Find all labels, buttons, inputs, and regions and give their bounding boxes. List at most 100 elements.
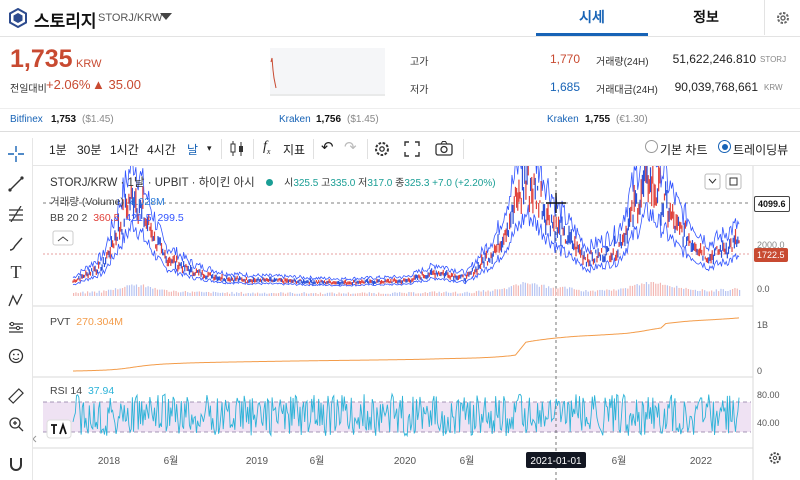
interval-4h[interactable]: 4시간	[147, 143, 176, 157]
volume-bar	[480, 291, 482, 296]
volume-bar	[242, 293, 245, 296]
volume-bar	[114, 288, 117, 296]
volume-bar	[326, 292, 329, 296]
gear-icon	[777, 11, 789, 24]
volume-bar	[564, 286, 566, 296]
undo-icon[interactable]: ↶	[321, 139, 334, 156]
volume-bar	[450, 292, 452, 296]
volume-bar	[541, 284, 543, 296]
zoom-in-icon[interactable]	[6, 414, 26, 434]
interval-1m[interactable]: 1분	[49, 143, 67, 157]
volume-bar	[338, 292, 340, 296]
volume-bar	[159, 289, 161, 296]
interval-1h[interactable]: 1시간	[110, 143, 139, 157]
prediction-icon[interactable]	[6, 318, 26, 338]
fullscreen-icon[interactable]	[404, 141, 420, 157]
low-label: 저가	[410, 85, 429, 96]
chart-mode-tradingview[interactable]: 트레이딩뷰	[733, 143, 789, 157]
camera-icon[interactable]	[435, 140, 453, 156]
amount-label: 거래대금(24H)	[596, 85, 658, 96]
volume-bar	[89, 292, 91, 296]
volume-bar	[506, 289, 508, 296]
text-tool-icon[interactable]: T	[10, 261, 22, 282]
volume-bar	[690, 289, 692, 296]
brush-icon[interactable]	[6, 234, 26, 254]
volume-bar	[440, 293, 443, 296]
chevron-down-icon[interactable]	[160, 13, 172, 20]
pattern-icon[interactable]	[6, 290, 26, 310]
volume-bar	[266, 293, 268, 296]
volume-bar	[249, 293, 252, 296]
volume-bar	[492, 290, 494, 296]
volume-bar	[673, 287, 675, 296]
amount-value: 90,039,768,661	[674, 80, 758, 94]
volume-bar	[431, 291, 433, 296]
gear-icon[interactable]	[768, 451, 782, 465]
volume-bar	[406, 293, 408, 296]
fx-icon[interactable]: fx	[263, 139, 271, 156]
volume-bar	[387, 293, 389, 296]
gear-icon[interactable]	[373, 140, 391, 158]
exchange-name[interactable]: Bitfinex	[10, 114, 43, 125]
volume-bar	[152, 288, 154, 296]
tab-market[interactable]: 시세	[536, 0, 648, 36]
indicators-button[interactable]: 지표	[283, 143, 306, 157]
volume-bar	[466, 291, 468, 296]
exchange-name[interactable]: Kraken	[279, 114, 311, 125]
collapse-legend-button[interactable]	[52, 230, 74, 246]
volume-bar	[263, 292, 266, 296]
volume-bar	[503, 288, 506, 296]
volume-bar	[641, 283, 643, 296]
magnet-icon[interactable]	[6, 454, 26, 474]
tab-info[interactable]: 정보	[693, 9, 719, 25]
volume-bar	[652, 282, 655, 296]
volume-bar	[438, 291, 440, 296]
volume-bar	[82, 291, 84, 296]
radio-tradingview[interactable]	[718, 140, 731, 153]
volume-bar	[687, 289, 689, 296]
time-axis-label: 6월	[164, 455, 179, 467]
exchange-name[interactable]: Kraken	[547, 114, 579, 125]
price-chart[interactable]: 2018 6월 2019 6월 2020 6월 2021-01-01 6월 2022	[33, 166, 800, 480]
volume-bar	[107, 289, 110, 296]
volume-bar	[475, 291, 478, 296]
volume-bar	[487, 290, 489, 296]
ruler-icon[interactable]	[6, 386, 26, 406]
crosshair-icon[interactable]	[6, 144, 26, 164]
volume-bar	[121, 288, 124, 296]
volume-bar	[548, 286, 550, 296]
radio-basic-chart[interactable]	[645, 140, 658, 153]
volume-bar	[594, 291, 596, 296]
interval-30m[interactable]: 30분	[77, 143, 102, 157]
exchange-usd-price: ($1.45)	[347, 114, 379, 125]
volume-bar	[364, 292, 366, 296]
volume-bar	[100, 292, 103, 296]
volume-bar	[180, 292, 182, 296]
volume-bar	[343, 293, 345, 296]
settings-button[interactable]	[764, 0, 800, 35]
candle-style-icon[interactable]	[229, 140, 245, 158]
volume-bar	[557, 288, 559, 296]
scroll-down-button[interactable]	[704, 173, 721, 190]
volume-bar	[627, 288, 629, 296]
volume-bar	[699, 290, 701, 296]
amount-unit: KRW	[764, 83, 783, 92]
emoji-icon[interactable]	[6, 346, 26, 366]
volume-bar	[718, 291, 720, 296]
interval-day[interactable]: 날	[187, 143, 199, 157]
volume-bar	[93, 291, 96, 296]
bb-legend: BB 20 2 360.5 421.5 299.5	[50, 212, 184, 224]
volume-bar	[403, 292, 405, 296]
chart-mode-basic[interactable]: 기본 차트	[660, 143, 708, 157]
trend-line-icon[interactable]	[6, 174, 26, 194]
volume-bar	[634, 284, 636, 296]
redo-icon[interactable]: ↷	[344, 139, 357, 156]
chevron-down-icon[interactable]: ▾	[207, 143, 212, 153]
volume-bar	[103, 290, 105, 296]
symbol-legend: STORJ/KRW · 1날 · UPBIT · 하이킨 아시 시325.5 고…	[50, 177, 496, 189]
fib-tool-icon[interactable]	[6, 204, 26, 224]
maximize-pane-button[interactable]	[725, 173, 742, 190]
exchange-eur-price: (€1.30)	[616, 114, 648, 125]
volume-bar	[482, 290, 485, 296]
volume-bar	[149, 286, 152, 296]
